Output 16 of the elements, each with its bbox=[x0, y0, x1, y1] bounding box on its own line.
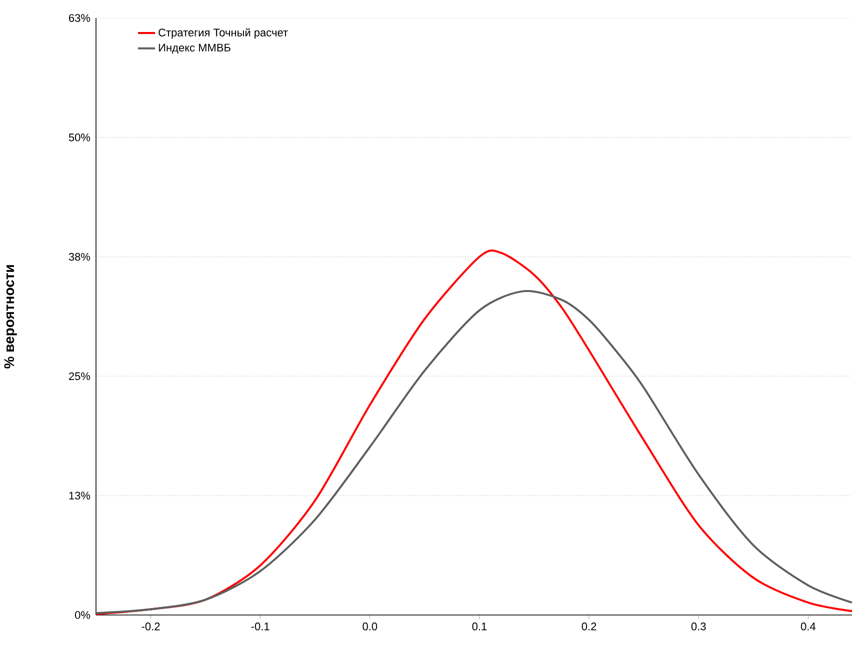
x-tick-label: 0.1 bbox=[472, 622, 487, 630]
x-tick-label: 0.2 bbox=[582, 622, 596, 630]
y-tick-label: 13% bbox=[69, 492, 90, 500]
y-tick-label: 50% bbox=[68, 134, 90, 142]
legend-label: Стратегия Точный расчет bbox=[158, 28, 288, 39]
y-tick-label: 0% bbox=[74, 611, 90, 619]
x-tick-label: -0.1 bbox=[251, 622, 270, 630]
x-tick-label: 0.4 bbox=[800, 622, 816, 630]
legend-label: Индекс ММВБ bbox=[158, 44, 230, 54]
y-tick-label: 38% bbox=[68, 252, 90, 261]
y-tick-label: 63% bbox=[69, 14, 90, 22]
y-axis-title: % вероятности bbox=[4, 265, 17, 368]
y-tick-label: 25% bbox=[69, 372, 90, 380]
x-tick-label: -0.2 bbox=[142, 622, 160, 630]
x-tick-label: 0.0 bbox=[362, 622, 378, 630]
x-tick-label: 0.3 bbox=[691, 622, 706, 630]
